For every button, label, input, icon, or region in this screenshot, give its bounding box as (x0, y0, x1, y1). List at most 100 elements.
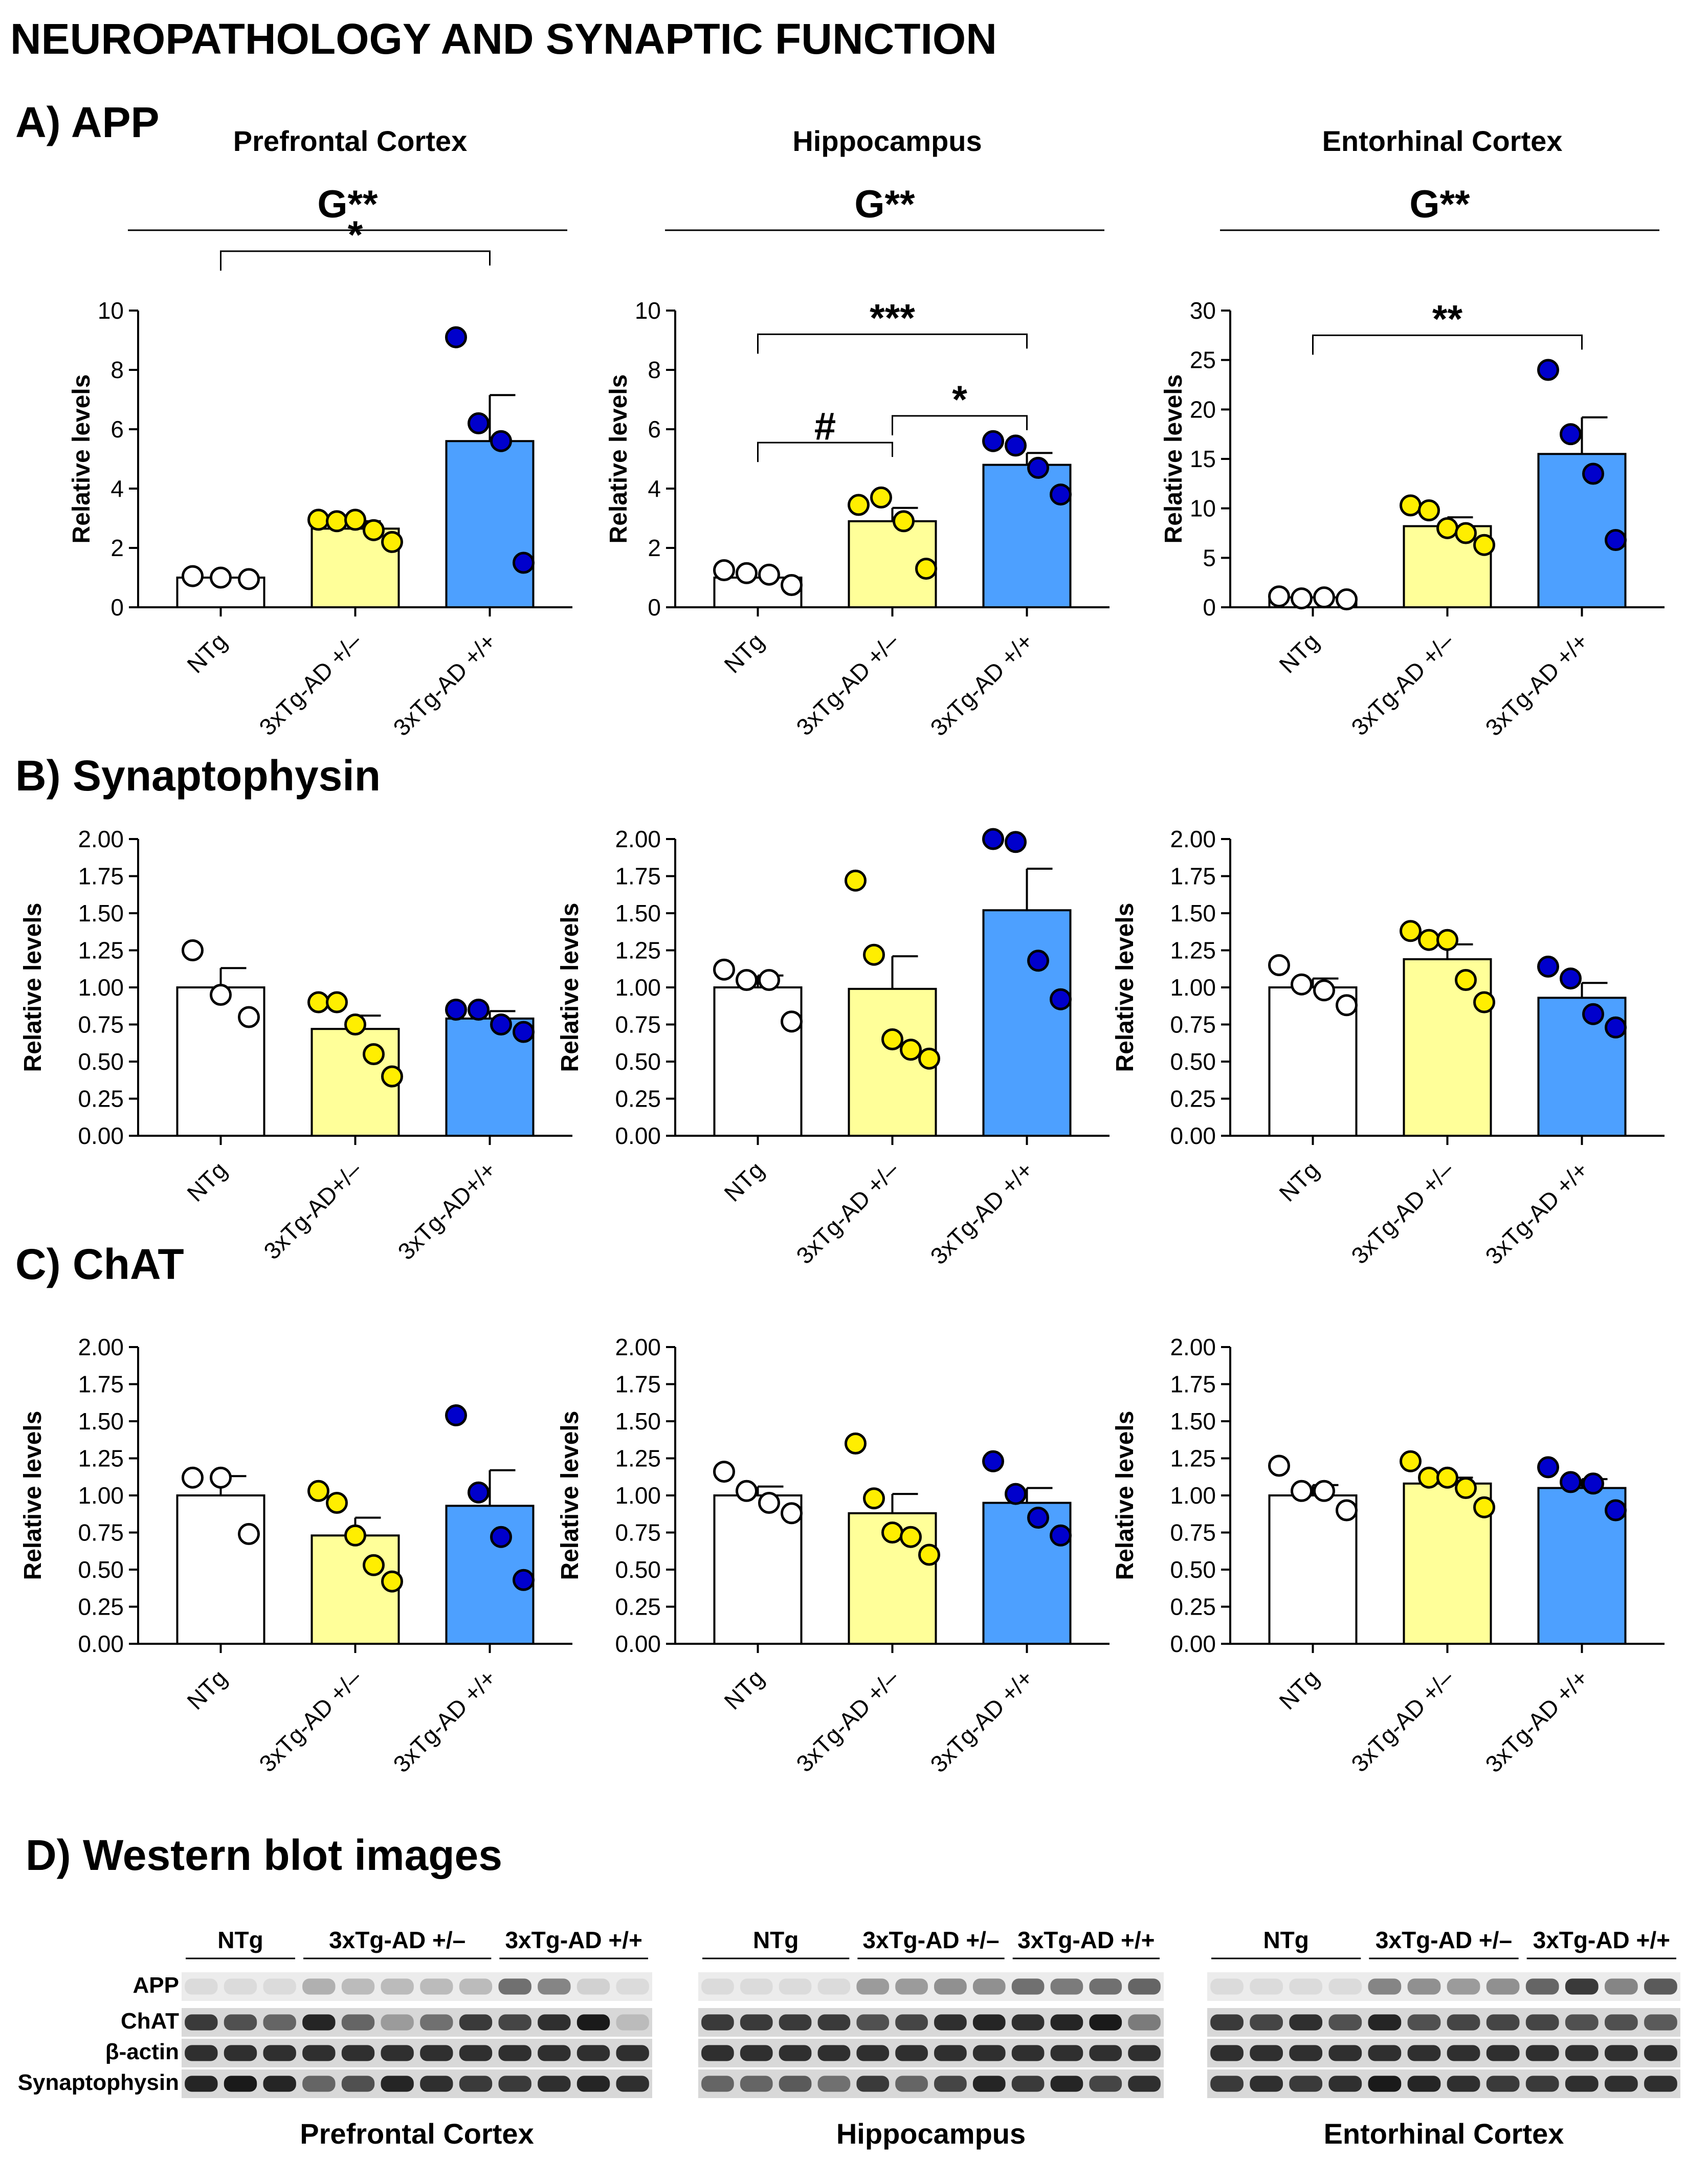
y-tick-label: 15 (1190, 446, 1216, 472)
wb-band (263, 2014, 296, 2031)
data-point (513, 1569, 535, 1591)
wb-band (934, 1978, 967, 1995)
y-tick-label: 1.50 (1170, 1408, 1216, 1435)
data-point (881, 1522, 903, 1544)
wb-band (1210, 2014, 1244, 2031)
x-category-label: NTg (719, 628, 769, 678)
wb-band (459, 2014, 493, 2031)
x-category-label: 3xTg-AD +/– (791, 1156, 904, 1269)
bar (310, 1028, 400, 1137)
data-point (1400, 1450, 1422, 1472)
data-point (381, 531, 403, 553)
wb-band (576, 2014, 610, 2031)
data-point (326, 510, 348, 533)
wb-band (224, 2014, 257, 2031)
x-category-label: 3xTg-AD +/– (254, 628, 367, 741)
y-tick-label: 0.25 (615, 1594, 661, 1620)
data-point (363, 1554, 385, 1576)
x-category-label: NTg (182, 1664, 232, 1714)
data-point (758, 1492, 780, 1514)
data-point (513, 1021, 535, 1043)
y-tick-label: 1.00 (615, 974, 661, 1001)
wb-band (263, 2045, 296, 2061)
wb-band (934, 2045, 967, 2061)
wb-band (740, 2045, 773, 2061)
data-point (1436, 1466, 1458, 1489)
wb-band (1250, 2045, 1283, 2061)
wb-band (817, 2014, 851, 2031)
wb-band (1328, 2076, 1362, 2092)
wb-band (934, 2076, 967, 2092)
wb-band (1368, 2045, 1402, 2061)
data-point (713, 958, 735, 981)
wb-band (1565, 1978, 1599, 1995)
wb-band (1368, 1978, 1402, 1995)
data-point (781, 1502, 803, 1525)
wb-strip (698, 2069, 1164, 2098)
data-point (1005, 434, 1027, 457)
section-c-label: C) ChAT (15, 1240, 184, 1288)
y-tick-label: 10 (98, 297, 124, 324)
x-category-label: NTg (719, 1156, 769, 1206)
wb-band (972, 2014, 1006, 2031)
x-category-label: NTg (182, 628, 232, 678)
data-point (736, 1480, 758, 1502)
significance-label: ** (1432, 297, 1463, 341)
data-point (1050, 988, 1072, 1010)
significance-bracket (757, 442, 893, 462)
y-tick-label: 1.50 (615, 1408, 661, 1435)
wb-band (1128, 2076, 1161, 2092)
wb-band (740, 2014, 773, 2031)
wb-band (1447, 2076, 1480, 2092)
wb-band (1050, 2045, 1083, 2061)
y-tick-label: 1.00 (78, 1482, 124, 1509)
data-point (1537, 1456, 1559, 1479)
data-point (307, 991, 329, 1013)
y-tick-label: 0.50 (78, 1556, 124, 1583)
data-point (1336, 588, 1358, 611)
wb-band (1289, 1978, 1323, 1995)
wb-band (420, 2076, 453, 2092)
chart-B2: 0.00 0.25 0.50 0.75 1.00 1.25 1.50 1.75 2.00 Rela… (557, 826, 1110, 1269)
wb-band (1328, 1978, 1362, 1995)
data-point (1027, 1507, 1049, 1529)
y-tick-label: 8 (648, 357, 661, 383)
wb-band (1644, 2076, 1677, 2092)
y-tick-label: 0.00 (615, 1122, 661, 1149)
region-title: Entorhinal Cortex (1322, 125, 1563, 157)
wb-band (381, 2076, 414, 2092)
data-point (1050, 483, 1072, 506)
data-point (326, 1492, 348, 1514)
data-point (893, 510, 915, 533)
data-point (363, 519, 385, 541)
y-tick-label: 0.50 (1170, 1048, 1216, 1075)
wb-band (1605, 2014, 1638, 2031)
wb-band (1050, 1978, 1083, 1995)
wb-band (1644, 2045, 1677, 2061)
data-point (210, 984, 232, 1006)
data-point (1605, 1016, 1627, 1039)
y-tick-label: 6 (110, 416, 124, 443)
data-point (1436, 517, 1458, 539)
wb-region-label: Prefrontal Cortex (300, 2118, 534, 2150)
y-axis-label: Relative levels (605, 374, 632, 544)
wb-band (1525, 2045, 1559, 2061)
wb-band (616, 2014, 649, 2031)
x-category-label: NTg (1274, 1156, 1324, 1206)
wb-band (263, 1978, 296, 1995)
wb-band (701, 2014, 734, 2031)
wb-band (1289, 2045, 1323, 2061)
data-point (468, 1481, 490, 1504)
wb-band (1250, 1978, 1283, 1995)
wb-band (934, 2014, 967, 2031)
y-tick-label: 0.75 (1170, 1011, 1216, 1038)
wb-band (856, 2045, 890, 2061)
chart-C1: 0.00 0.25 0.50 0.75 1.00 1.25 1.50 1.75 2.00 Rela… (19, 1334, 572, 1777)
wb-band (1011, 2076, 1045, 2092)
wb-band (302, 1978, 336, 1995)
x-category-label: NTg (182, 1156, 232, 1206)
figure-title: NEUROPATHOLOGY AND SYNAPTIC FUNCTION (10, 15, 997, 63)
wb-band (1128, 2045, 1161, 2061)
data-point (758, 563, 780, 586)
